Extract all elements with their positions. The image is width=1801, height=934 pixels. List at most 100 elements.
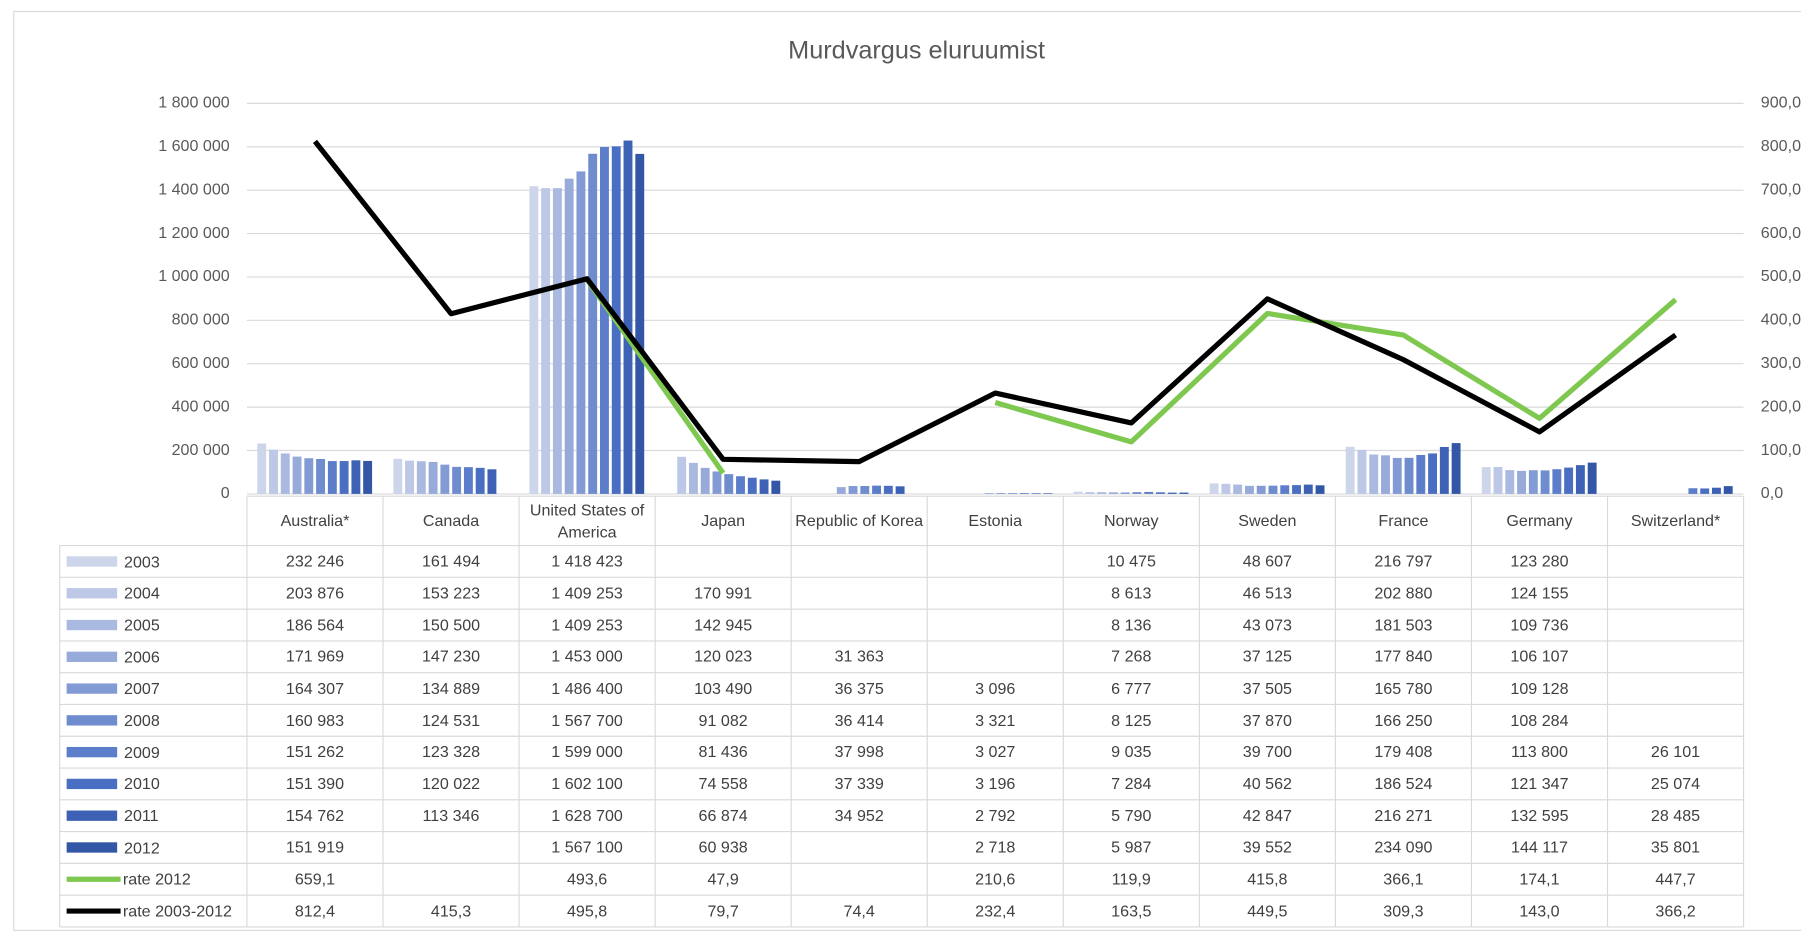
bar	[712, 471, 722, 494]
bar	[316, 458, 326, 494]
table-cell: 124 155	[1510, 583, 1569, 602]
bar	[1167, 492, 1177, 494]
chart-border	[13, 10, 1801, 931]
bar	[1221, 483, 1231, 494]
bar	[1381, 455, 1390, 494]
table-cell: 39 552	[1242, 837, 1292, 857]
table-cell: 179 408	[1374, 742, 1433, 761]
table-cell: 216 797	[1374, 551, 1433, 571]
table-cell: 232 246	[285, 551, 345, 571]
table-cell: 36 414	[834, 710, 884, 729]
bar	[1031, 493, 1041, 494]
table-cell: 144 117	[1511, 837, 1568, 857]
table-cell: 28 485	[1650, 805, 1701, 825]
table-cell: 659,1	[294, 869, 336, 888]
table-cell: 232,4	[975, 901, 1016, 920]
bar	[1179, 492, 1189, 494]
bar	[1369, 454, 1379, 494]
table-cell: 1 409 253	[551, 615, 623, 634]
table-cell: 8 136	[1111, 615, 1152, 634]
bar	[1315, 485, 1325, 494]
table-cell: 151 919	[285, 837, 345, 857]
bar	[1043, 493, 1053, 494]
bar	[1493, 466, 1503, 494]
table-cell: 1 418 423	[551, 551, 623, 571]
table-cell: 5 790	[1111, 805, 1152, 825]
bar	[393, 458, 403, 494]
bar	[1144, 491, 1154, 494]
legend-label: 2004	[124, 584, 160, 603]
table-cell: 108 284	[1510, 710, 1569, 729]
bar	[529, 186, 539, 494]
legend-label: 2005	[124, 615, 160, 635]
table-cell: 46 513	[1242, 583, 1292, 602]
table-cell: 170 991	[694, 583, 753, 602]
table-cell: 5 987	[1111, 837, 1152, 857]
y-tick-label: 800 000	[172, 311, 230, 329]
bar	[623, 140, 633, 494]
legend-key	[66, 746, 118, 758]
table-cell: 103 490	[694, 678, 753, 698]
table-cell: 134 889	[421, 678, 481, 698]
legend-label: rate 2003-2012	[122, 901, 232, 921]
table-cell: 113 346	[422, 805, 480, 825]
table-cell: 123 328	[421, 742, 481, 761]
table-cell: 210,6	[975, 869, 1016, 888]
bar	[463, 467, 473, 494]
bar	[475, 467, 485, 494]
category-label: Estonia	[968, 511, 1023, 530]
table-cell: 171 969	[285, 647, 345, 666]
table-cell: 37 125	[1242, 647, 1292, 666]
bar	[1073, 491, 1083, 494]
table-cell: 120 022	[421, 774, 481, 793]
category-label: Switzerland*	[1630, 511, 1721, 530]
y2-tick-label: 600,0	[1761, 224, 1801, 242]
table-cell: 40 562	[1242, 774, 1292, 793]
y-tick-label: 1 200 000	[158, 224, 230, 242]
y2-tick-label: 500,0	[1761, 267, 1801, 285]
bar	[1404, 457, 1414, 494]
table-cell: 151 262	[285, 742, 345, 761]
table-cell: 1 599 000	[551, 742, 623, 761]
y2-tick-label: 0,0	[1761, 484, 1783, 502]
y2-tick-label: 800,0	[1761, 137, 1801, 155]
table-cell: 120 023	[694, 647, 753, 666]
table-cell: 1 602 100	[551, 774, 623, 793]
table-cell: 79,7	[707, 901, 739, 920]
bar	[452, 466, 462, 494]
bar	[1711, 487, 1721, 494]
bar	[771, 480, 781, 494]
bar	[1540, 470, 1550, 494]
bar	[600, 146, 609, 494]
table-cell: 1 486 400	[551, 678, 623, 698]
table-cell: 151 390	[285, 774, 345, 793]
bar	[724, 474, 734, 494]
table-cell: 366,1	[1383, 869, 1424, 888]
bar	[700, 467, 710, 494]
table-cell: 8 125	[1111, 710, 1152, 729]
table-cell: 203 876	[285, 583, 345, 602]
table-cell: 186 564	[285, 615, 345, 634]
table-cell: 812,4	[294, 901, 336, 920]
legend-label: 2010	[124, 774, 160, 794]
table-cell: 39 700	[1242, 742, 1292, 761]
bar	[836, 487, 846, 494]
bar	[1392, 457, 1402, 494]
bar	[677, 456, 687, 494]
table-cell: 121 347	[1510, 774, 1569, 793]
table-cell: 123 280	[1510, 551, 1569, 571]
table-cell: 309,3	[1383, 901, 1424, 920]
table-cell: 74 558	[698, 774, 748, 793]
category-label: Republic of Korea	[795, 511, 924, 530]
bar	[1451, 443, 1461, 494]
bar	[552, 188, 562, 494]
bar	[1120, 492, 1130, 494]
bar	[1345, 446, 1355, 494]
legend-key	[66, 810, 118, 821]
legend-label: 2003	[124, 552, 160, 571]
table-cell: 154 762	[285, 805, 345, 825]
table-cell: 43 073	[1242, 615, 1292, 634]
table-cell: 109 736	[1510, 615, 1569, 634]
category-label: Norway	[1104, 511, 1159, 530]
